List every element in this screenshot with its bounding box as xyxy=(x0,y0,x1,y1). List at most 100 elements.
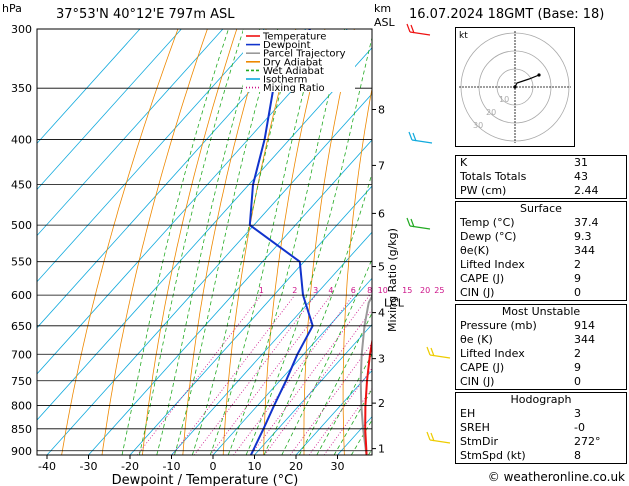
km-tick-label: 2 xyxy=(378,397,385,410)
temp-tick-label: 0 xyxy=(210,460,217,473)
hodograph-title: Hodograph xyxy=(510,393,572,406)
mu-cape: 9 xyxy=(574,361,581,374)
hodograph-ring-label: 10 xyxy=(499,95,509,104)
mixing-ratio-axis-label: Mixing Ratio (g/kg) xyxy=(386,228,399,332)
dry-adiabat-line xyxy=(182,29,267,455)
legend-entry: Dry Adiabat xyxy=(263,57,322,68)
legend-entry: Parcel Trajectory xyxy=(263,49,346,60)
datetime-title: 16.07.2024 18GMT (Base: 18) xyxy=(409,7,605,22)
surface-temp: 37.4 xyxy=(574,216,599,229)
pressure-tick-label: 800 xyxy=(11,400,32,413)
mixing-ratio-tick-label: 25 xyxy=(434,286,444,295)
wind-barb-flag xyxy=(406,23,411,33)
surface-cape: 9 xyxy=(574,272,581,285)
wind-barb-flag xyxy=(406,217,411,227)
pressure-tick-label: 450 xyxy=(11,179,32,192)
isotherm-line xyxy=(129,185,372,455)
legend-entry: Temperature xyxy=(262,32,326,43)
pressure-tick-label: 750 xyxy=(11,375,32,388)
temp-tick-label: 30 xyxy=(331,460,345,473)
wet-adiabat-line xyxy=(209,29,320,455)
wet-adiabat-line xyxy=(298,312,372,455)
wind-barb-flag xyxy=(426,431,431,441)
mixing-ratio-tick-label: 4 xyxy=(328,286,333,295)
mixing-ratio-tick-label: 6 xyxy=(351,286,356,295)
isotherm-line xyxy=(37,29,348,375)
eh-value: 3 xyxy=(574,407,581,420)
mixing-ratio-tick-label: 3 xyxy=(313,286,318,295)
mixing-ratio-tick-label: 2 xyxy=(292,286,297,295)
temp-tick-label: 10 xyxy=(248,460,262,473)
mixing-ratio-line xyxy=(264,308,372,455)
wind-barb-flag xyxy=(430,347,435,357)
mu-theta: 344 xyxy=(574,333,595,346)
wind-barb-flag xyxy=(410,24,415,34)
most-unstable-title: Most Unstable xyxy=(501,305,581,318)
km-tick-label: 4 xyxy=(378,307,385,320)
wind-barb-shaft xyxy=(409,31,431,36)
temp-tick-label: 20 xyxy=(289,460,303,473)
temp-tick-label: -20 xyxy=(121,460,139,473)
wind-barb xyxy=(406,23,431,36)
pressure-tick-label: 300 xyxy=(11,23,32,36)
location-title: 37°53'N 40°12'E 797m ASL xyxy=(56,7,235,22)
surface-title: Surface xyxy=(520,202,562,215)
lcl-label: LCL xyxy=(384,297,405,310)
km-tick-label: 5 xyxy=(378,261,385,274)
dry-adiabat-line xyxy=(61,29,179,455)
km-tick-label: 1 xyxy=(378,443,385,456)
wind-barb-flag xyxy=(412,132,417,142)
mu-pressure: 914 xyxy=(574,319,595,332)
surface-dewp: 9.3 xyxy=(574,230,592,243)
mixing-ratio-tick-label: 10 xyxy=(378,286,388,295)
isotherm-line xyxy=(37,29,307,329)
km-tick-label: 6 xyxy=(378,207,385,220)
y-axis-unit: hPa xyxy=(2,2,22,15)
wind-barb-flag xyxy=(426,346,431,356)
x-axis-label: Dewpoint / Temperature (°C) xyxy=(112,473,299,486)
mixing-ratio-line xyxy=(250,294,370,455)
wind-barb-flag xyxy=(430,432,435,442)
temp-tick-label: -40 xyxy=(38,460,56,473)
wet-adiabat-line xyxy=(121,29,229,455)
mu-li: 2 xyxy=(574,347,581,360)
mixing-ratio-tick-label: 8 xyxy=(367,286,372,295)
stmspd-value: 8 xyxy=(574,449,581,462)
sreh-value: -0 xyxy=(574,421,585,434)
indices-table: K 31 Totals Totals 43 PW (cm) 2.44 xyxy=(455,155,627,199)
wet-adiabat-line xyxy=(333,388,372,455)
km-tick-label: 7 xyxy=(378,159,385,172)
dry-adiabat-line xyxy=(101,29,208,455)
km-tick-label: 3 xyxy=(378,353,385,366)
wind-barb xyxy=(406,217,431,230)
surface-theta: 344 xyxy=(574,244,595,257)
pressure-tick-label: 900 xyxy=(11,445,32,458)
mixing-ratio-line xyxy=(233,294,354,455)
pressure-tick-label: 550 xyxy=(11,256,32,269)
mixing-ratio-line xyxy=(136,294,262,455)
mixing-ratio-tick-label: 20 xyxy=(420,286,430,295)
wet-adiabat-line xyxy=(263,171,372,455)
isotherm-line xyxy=(37,47,372,421)
wet-adiabat-line xyxy=(174,29,278,455)
wind-barb-shaft xyxy=(409,225,431,230)
pressure-tick-label: 700 xyxy=(11,348,32,361)
isotherm-line xyxy=(37,29,141,144)
temp-tick-label: -30 xyxy=(80,460,98,473)
surface-li: 2 xyxy=(574,258,581,271)
km-tick-label: 8 xyxy=(378,104,385,117)
wind-barb xyxy=(426,346,451,359)
stmdir-value: 272° xyxy=(574,435,601,448)
wind-barb xyxy=(408,131,433,144)
legend-entry: Wet Adiabat xyxy=(263,66,324,77)
mu-cin: 0 xyxy=(574,375,581,388)
hodograph-ring-label: 30 xyxy=(473,121,483,130)
isotherm-line xyxy=(46,93,372,455)
hodograph-table: Hodograph EH 3 SREH -0 StmDir 272° StmSpd (… xyxy=(455,392,627,464)
wind-barb xyxy=(426,431,451,444)
mixing-ratio-tick-label: 1 xyxy=(259,286,264,295)
parcel-trajectory-line xyxy=(359,294,372,455)
wet-adiabat-line xyxy=(245,36,372,455)
